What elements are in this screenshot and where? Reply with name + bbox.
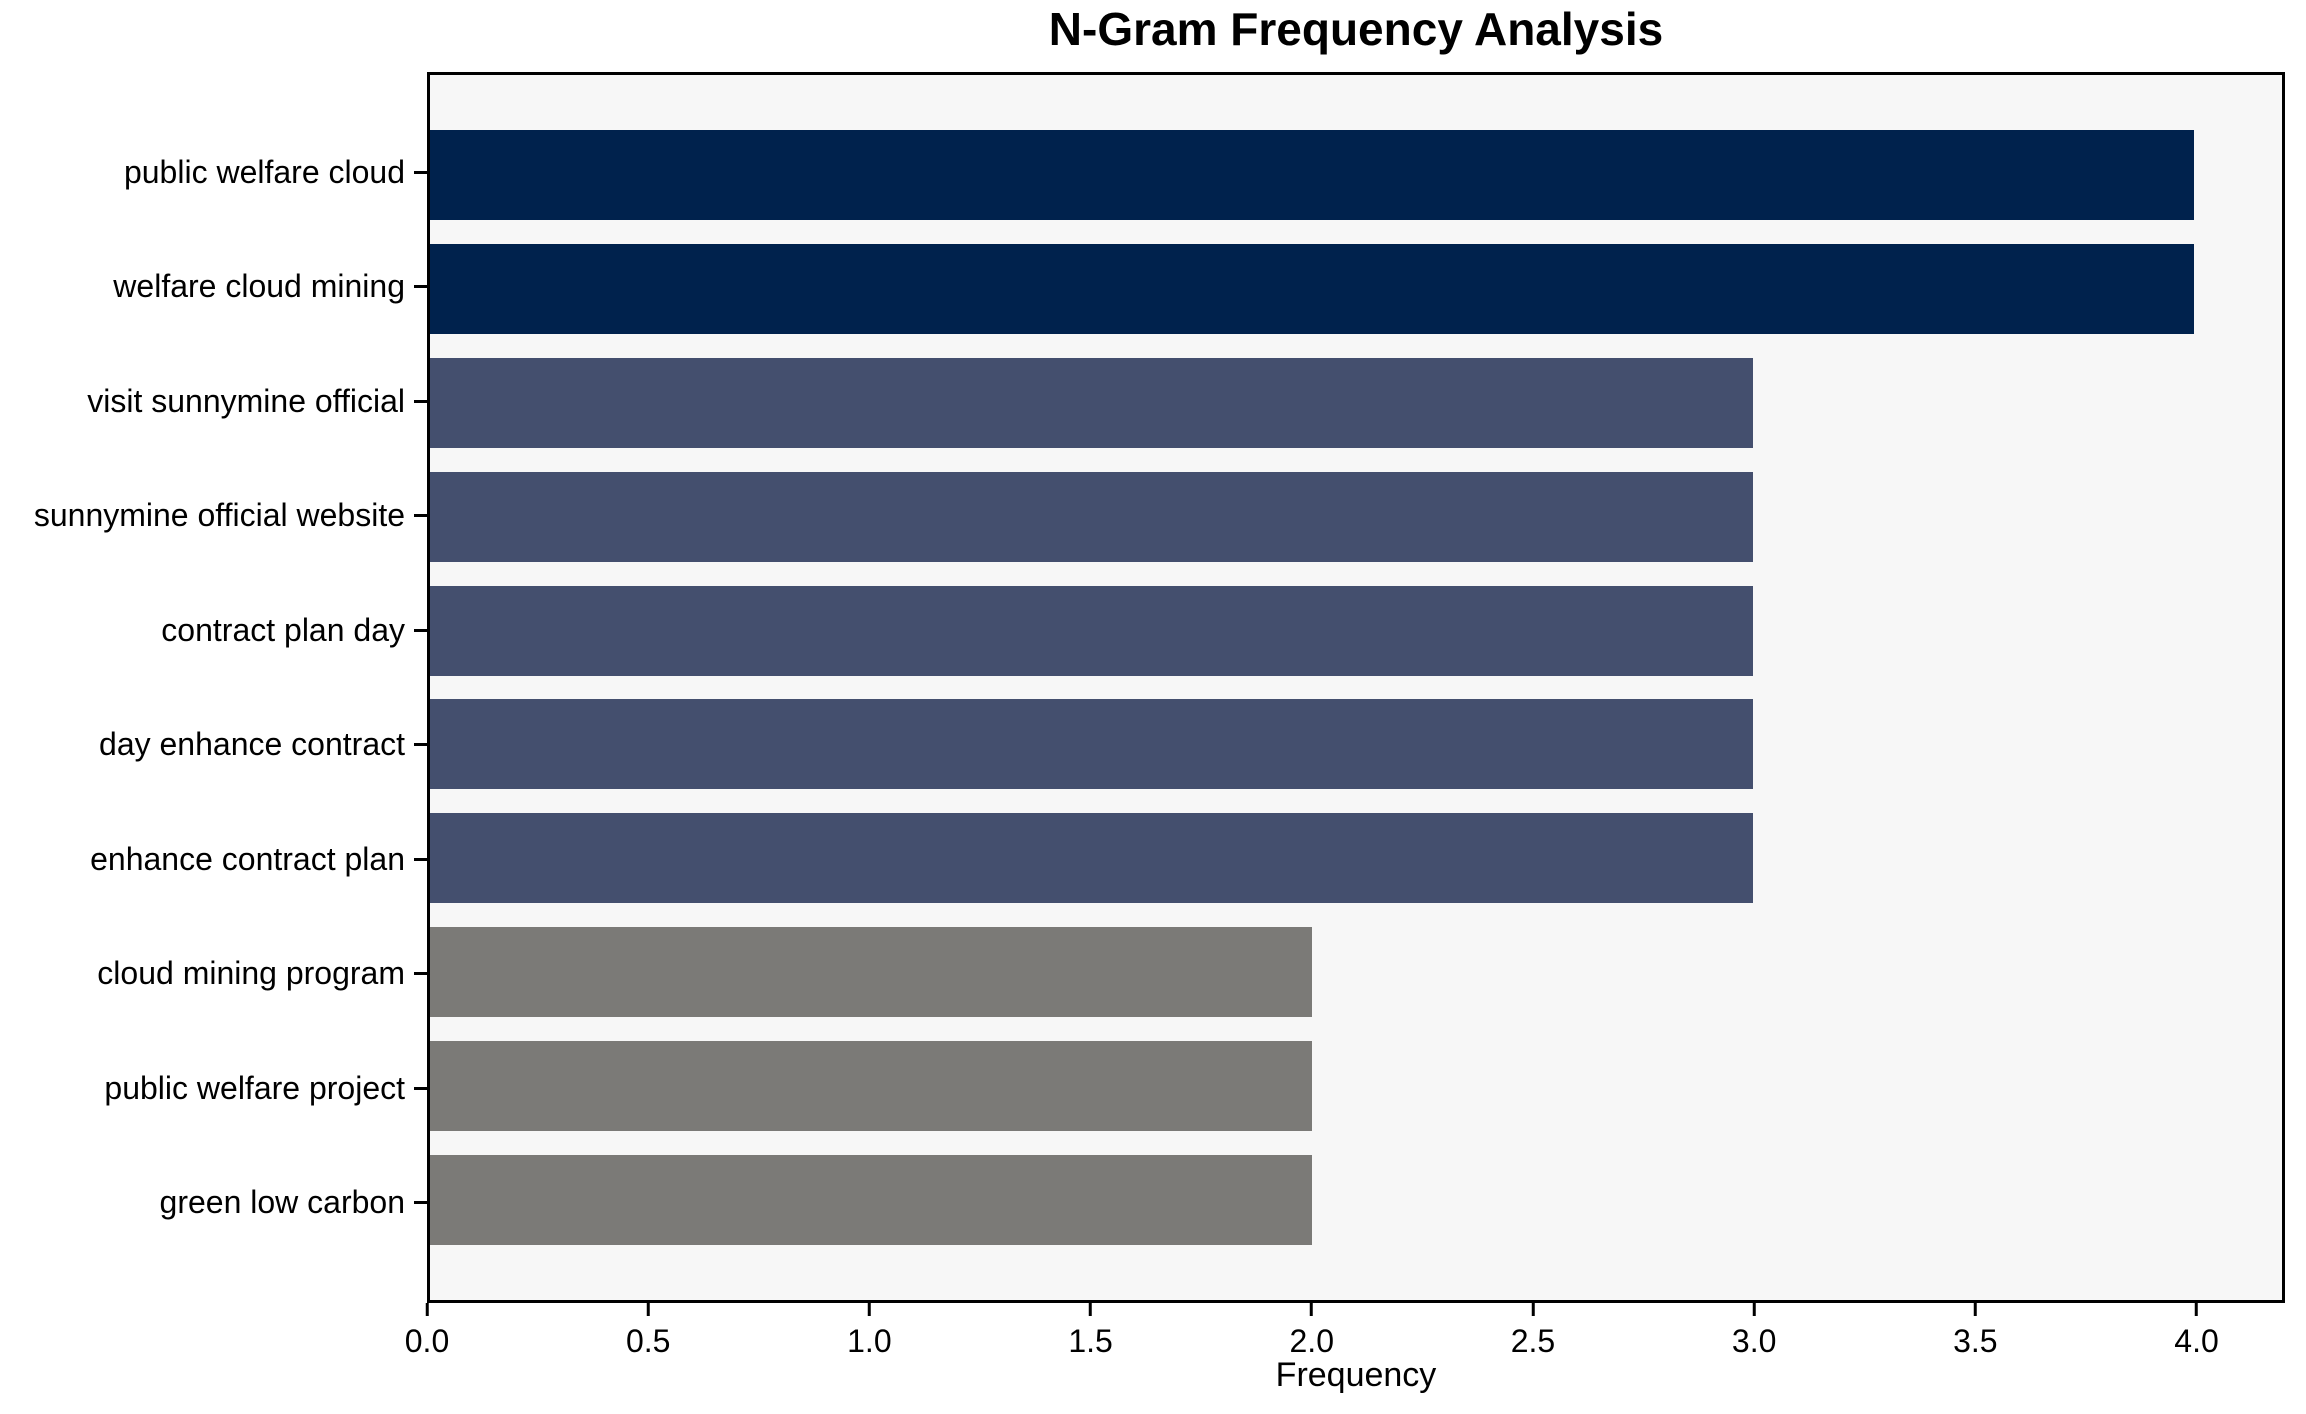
bar-day-enhance-contract xyxy=(430,699,1753,790)
x-tick-mark xyxy=(646,1303,650,1316)
bar-visit-sunnymine-official xyxy=(430,357,1753,448)
y-tick-label: enhance contract plan xyxy=(90,840,405,877)
x-tick: 2.0 xyxy=(1290,1303,1334,1360)
x-tick: 1.0 xyxy=(847,1303,892,1360)
bar-row xyxy=(430,1143,2282,1257)
bar-row xyxy=(430,232,2282,346)
y-tick-mark xyxy=(414,514,427,518)
y-label-row: green low carbon xyxy=(0,1146,427,1261)
y-label-row: sunnymine official website xyxy=(0,459,427,574)
bar-row xyxy=(430,688,2282,802)
y-label-row: public welfare cloud xyxy=(0,115,427,230)
x-tick: 2.5 xyxy=(1511,1303,1555,1360)
x-tick-label: 1.0 xyxy=(847,1323,892,1359)
bar-row xyxy=(430,801,2282,915)
bar-sunnymine-official-website xyxy=(430,471,1753,562)
y-tick-mark xyxy=(414,399,427,403)
y-axis-labels: public welfare cloud welfare cloud mining… xyxy=(0,72,427,1303)
x-tick-mark xyxy=(1973,1303,1977,1316)
bar-welfare-cloud-mining xyxy=(430,243,2194,334)
y-tick-mark xyxy=(414,285,427,289)
x-tick-label: 3.0 xyxy=(1731,1323,1777,1359)
y-tick-mark xyxy=(414,170,427,174)
y-label-row: enhance contract plan xyxy=(0,802,427,917)
bar-public-welfare-cloud xyxy=(430,129,2194,220)
bar-public-welfare-project xyxy=(430,1041,1312,1132)
bar-row xyxy=(430,574,2282,688)
x-tick-label: 2.5 xyxy=(1510,1323,1556,1359)
bar-row xyxy=(430,118,2282,232)
x-tick-mark xyxy=(1531,1303,1535,1316)
x-tick-label: 4.0 xyxy=(2174,1323,2219,1359)
x-tick-mark xyxy=(1089,1303,1093,1316)
y-tick-label: public welfare cloud xyxy=(123,153,405,190)
plot-area xyxy=(427,72,2285,1303)
y-tick-mark xyxy=(414,972,427,976)
y-tick-label: contract plan day xyxy=(161,611,405,648)
x-tick-label: 2.0 xyxy=(1289,1323,1334,1359)
x-tick-label: 1.5 xyxy=(1068,1323,1113,1359)
x-tick: 0.5 xyxy=(626,1303,670,1360)
x-tick-label: 3.5 xyxy=(1953,1323,1998,1359)
x-axis-title: Frequency xyxy=(1275,1356,1437,1394)
y-tick-label: cloud mining program xyxy=(97,955,405,992)
y-tick-label: public welfare project xyxy=(104,1069,405,1106)
x-tick-label: 0.5 xyxy=(625,1323,671,1359)
y-tick-label: day enhance contract xyxy=(99,726,405,763)
y-label-row: contract plan day xyxy=(0,573,427,688)
y-tick-mark xyxy=(414,628,427,632)
bars-container xyxy=(430,75,2282,1300)
y-tick-label: green low carbon xyxy=(159,1184,405,1221)
x-tick: 3.5 xyxy=(1953,1303,1998,1360)
x-tick: 0.0 xyxy=(405,1303,449,1360)
bar-row xyxy=(430,1029,2282,1143)
bar-row xyxy=(430,460,2282,574)
y-tick-mark xyxy=(414,1086,427,1090)
bar-contract-plan-day xyxy=(430,585,1753,676)
x-tick: 1.5 xyxy=(1068,1303,1113,1360)
y-label-row: cloud mining program xyxy=(0,917,427,1032)
x-tick: 3.0 xyxy=(1732,1303,1776,1360)
y-label-row: welfare cloud mining xyxy=(0,230,427,345)
y-tick-mark xyxy=(414,1201,427,1205)
bar-green-low-carbon xyxy=(430,1155,1312,1246)
y-tick-mark xyxy=(414,743,427,747)
x-tick-mark xyxy=(867,1303,871,1316)
x-tick-mark xyxy=(1310,1303,1314,1316)
bar-row xyxy=(430,915,2282,1029)
y-tick-label: sunnymine official website xyxy=(33,497,405,534)
x-axis-ticks: 0.0 0.5 1.0 1.5 2.0 2.5 3.0 3.5 4.0 xyxy=(405,1303,2285,1373)
x-tick-mark xyxy=(2195,1303,2199,1316)
x-tick: 4.0 xyxy=(2174,1303,2219,1360)
y-label-row: day enhance contract xyxy=(0,688,427,803)
bar-cloud-mining-program xyxy=(430,927,1312,1018)
chart-title: N-Gram Frequency Analysis xyxy=(1048,3,1664,55)
bar-enhance-contract-plan xyxy=(430,813,1753,904)
y-tick-label: welfare cloud mining xyxy=(113,268,405,305)
y-label-row: visit sunnymine official xyxy=(0,344,427,459)
x-tick-mark xyxy=(1752,1303,1756,1316)
x-tick-mark xyxy=(425,1303,429,1316)
y-tick-label: visit sunnymine official xyxy=(87,382,405,419)
x-tick-label: 0.0 xyxy=(404,1323,450,1359)
bar-row xyxy=(430,346,2282,460)
y-tick-mark xyxy=(414,857,427,861)
y-label-row: public welfare project xyxy=(0,1031,427,1146)
